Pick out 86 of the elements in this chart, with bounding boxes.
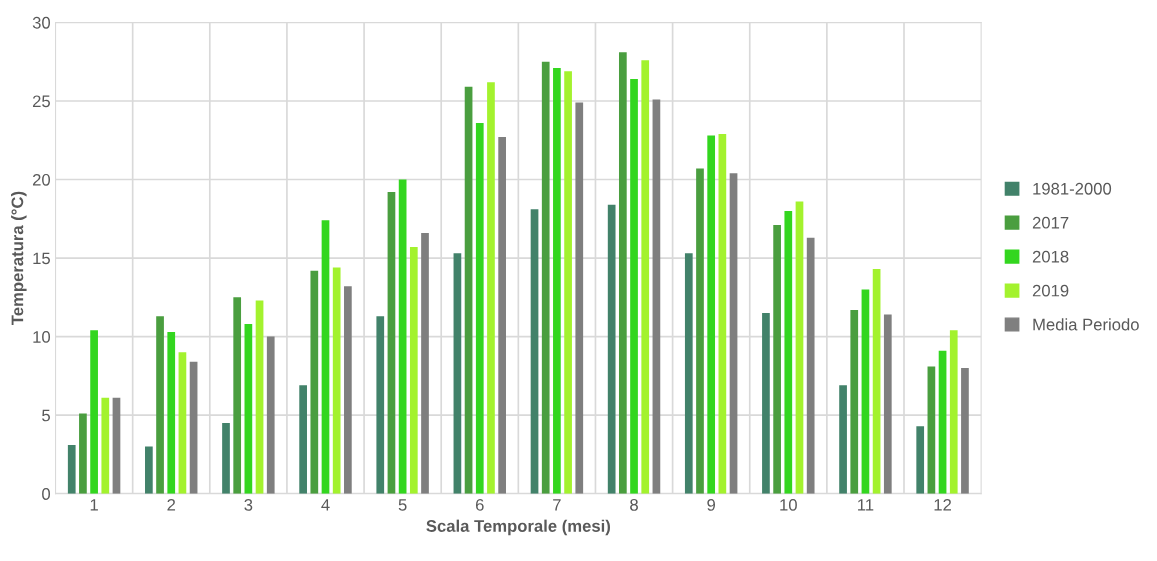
bar (575, 102, 584, 494)
bar (784, 210, 793, 494)
x-tick-label: 5 (398, 499, 407, 511)
bar (641, 60, 650, 494)
bar (344, 286, 352, 494)
bar (376, 316, 385, 494)
bar (453, 253, 462, 494)
legend-label: Media Periodo (1033, 318, 1139, 331)
bar (718, 133, 727, 494)
x-axis-title: Scala Temporale (mesi) (426, 519, 610, 536)
legend-label: 2017 (1032, 216, 1069, 229)
bar (464, 86, 473, 494)
bar (938, 350, 947, 494)
bar (564, 71, 572, 494)
bar (850, 309, 859, 494)
y-tick-label: 30 (32, 16, 51, 29)
y-tick-label: 20 (32, 173, 51, 186)
bar (707, 135, 716, 494)
bar (255, 300, 264, 494)
bar (222, 422, 230, 494)
bar (806, 237, 815, 494)
bar (541, 61, 550, 494)
x-tick-label: 10 (780, 498, 797, 511)
bar (883, 314, 892, 494)
bar (961, 368, 969, 494)
bar (927, 366, 936, 494)
y-tick-label: 10 (33, 331, 51, 343)
bar (321, 220, 330, 494)
y-tick-label: 15 (33, 252, 50, 265)
bar (189, 361, 198, 494)
x-tick-label: 4 (321, 499, 330, 511)
bar (619, 52, 627, 494)
legend-label: 2019 (1032, 284, 1069, 297)
bar (684, 253, 693, 494)
bar (872, 269, 881, 494)
bar (332, 267, 341, 494)
bar (630, 78, 638, 494)
bar (167, 331, 176, 494)
bar (861, 289, 870, 494)
bar (299, 385, 307, 494)
bar (156, 316, 164, 494)
bar (387, 192, 396, 494)
y-tick-label: 25 (32, 95, 50, 108)
x-tick-label: 9 (707, 498, 716, 511)
legend-label: 2018 (1032, 250, 1069, 263)
bar (795, 201, 804, 494)
bar (773, 225, 781, 494)
bar (112, 397, 121, 494)
x-tick-label: 11 (858, 499, 874, 511)
bar (409, 247, 418, 494)
y-axis-title: Temperatura (°C) (11, 191, 27, 325)
x-tick-label: 1 (90, 499, 98, 511)
bar (145, 446, 153, 494)
bar (652, 99, 661, 494)
bar (553, 67, 561, 494)
bar (244, 324, 253, 494)
bar (475, 122, 484, 494)
bar (79, 413, 87, 494)
bar (607, 204, 616, 494)
bar (421, 232, 429, 494)
x-tick-label: 7 (553, 499, 561, 511)
bar (101, 397, 110, 494)
bar (530, 209, 539, 494)
bar (729, 173, 738, 494)
legend-label: 1981-2000 (1033, 182, 1112, 195)
bar (266, 336, 275, 494)
bar (839, 385, 847, 494)
bar (949, 330, 958, 494)
bar (178, 352, 187, 494)
bar (310, 270, 319, 494)
bar (916, 426, 925, 494)
x-tick-label: 2 (167, 498, 176, 511)
bar (498, 137, 506, 494)
bar (67, 444, 76, 494)
x-tick-label: 8 (630, 498, 638, 511)
y-tick-label: 5 (42, 409, 50, 422)
x-tick-label: 3 (244, 498, 253, 511)
x-tick-label: 12 (934, 498, 951, 511)
bar (762, 313, 770, 494)
bar (233, 297, 242, 494)
bar (398, 179, 407, 494)
bar (487, 82, 495, 494)
bar (90, 330, 98, 494)
x-tick-label: 6 (475, 498, 484, 511)
bar (696, 168, 704, 494)
y-tick-label: 0 (42, 488, 51, 500)
